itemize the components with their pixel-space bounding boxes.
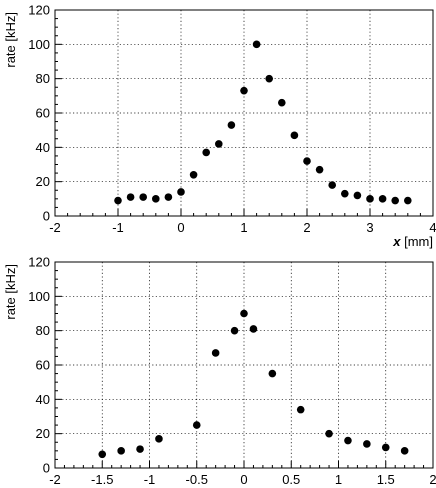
data-point <box>126 193 135 201</box>
y-tick-label: 120 <box>28 3 50 18</box>
data-point <box>211 349 220 357</box>
data-point <box>249 325 258 333</box>
data-point <box>378 195 387 203</box>
data-point <box>230 326 239 335</box>
x-tick-label: 1 <box>240 220 247 235</box>
data-point <box>136 445 144 453</box>
y-axis-label: rate [kHz] <box>3 264 18 320</box>
bottom-panel: -2 -1.5 -1 -0.5 0 0.5 1 1.5 2020406080100120rate… <box>3 255 436 488</box>
x-tick-label: 4 <box>429 220 436 235</box>
data-point <box>114 196 122 205</box>
x-tick-label: 0.5 <box>282 472 300 487</box>
data-point <box>268 369 277 378</box>
data-point <box>189 171 198 179</box>
data-point <box>152 195 160 203</box>
x-tick-label: 1.5 <box>377 472 395 487</box>
data-point <box>215 140 223 148</box>
data-point <box>325 429 333 438</box>
data-point <box>240 309 248 318</box>
data-point <box>363 440 371 448</box>
data-point <box>303 157 311 165</box>
y-tick-label: 0 <box>43 461 50 476</box>
data-point <box>400 447 409 455</box>
data-point <box>315 165 324 174</box>
data-point <box>202 148 210 157</box>
x-tick-label: 3 <box>366 220 373 235</box>
x-tick-label: -0.5 <box>186 472 208 487</box>
x-axis-label: x [mm] <box>392 234 433 249</box>
data-point <box>139 193 147 201</box>
data-point <box>227 121 236 129</box>
x-tick-label: -2 <box>49 472 61 487</box>
y-tick-label: 120 <box>28 255 50 270</box>
data-point <box>164 193 173 201</box>
x-tick-label: -1.5 <box>91 472 113 487</box>
data-point <box>344 436 352 445</box>
data-point <box>366 195 374 203</box>
y-tick-label: 40 <box>36 392 50 407</box>
data-point <box>240 86 248 95</box>
data-point <box>290 131 299 140</box>
y-axis-label: rate [kHz] <box>3 12 18 68</box>
x-tick-label: 1 <box>335 472 342 487</box>
data-point <box>192 421 201 429</box>
data-point <box>404 196 412 205</box>
data-point <box>155 435 163 443</box>
data-point <box>265 74 274 83</box>
y-tick-label: 40 <box>36 140 50 155</box>
data-point <box>98 450 107 459</box>
y-tick-label: 60 <box>36 106 50 121</box>
data-point <box>341 189 349 198</box>
x-tick-label: 2 <box>429 472 436 487</box>
y-tick-label: 60 <box>36 358 50 373</box>
x-tick-label: 2 <box>303 220 310 235</box>
data-point <box>391 196 400 205</box>
y-tick-label: 80 <box>36 323 50 338</box>
x-tick-label: 0 <box>177 220 184 235</box>
data-point <box>278 98 286 107</box>
y-tick-label: 20 <box>36 426 50 441</box>
y-tick-label: 100 <box>28 37 50 52</box>
data-point <box>328 181 337 189</box>
data-point <box>117 447 125 455</box>
x-tick-label: -1 <box>144 472 156 487</box>
y-tick-label: 80 <box>36 71 50 86</box>
x-tick-label: -1 <box>112 220 124 235</box>
y-tick-label: 20 <box>36 174 50 189</box>
y-tick-label: 0 <box>43 209 50 224</box>
y-tick-label: 100 <box>28 289 50 304</box>
x-tick-label: -2 <box>49 220 61 235</box>
data-point <box>381 443 390 452</box>
data-point <box>353 191 362 200</box>
data-point <box>252 40 261 49</box>
data-point <box>177 188 185 196</box>
x-tick-label: 0 <box>240 472 247 487</box>
data-point <box>296 405 305 414</box>
